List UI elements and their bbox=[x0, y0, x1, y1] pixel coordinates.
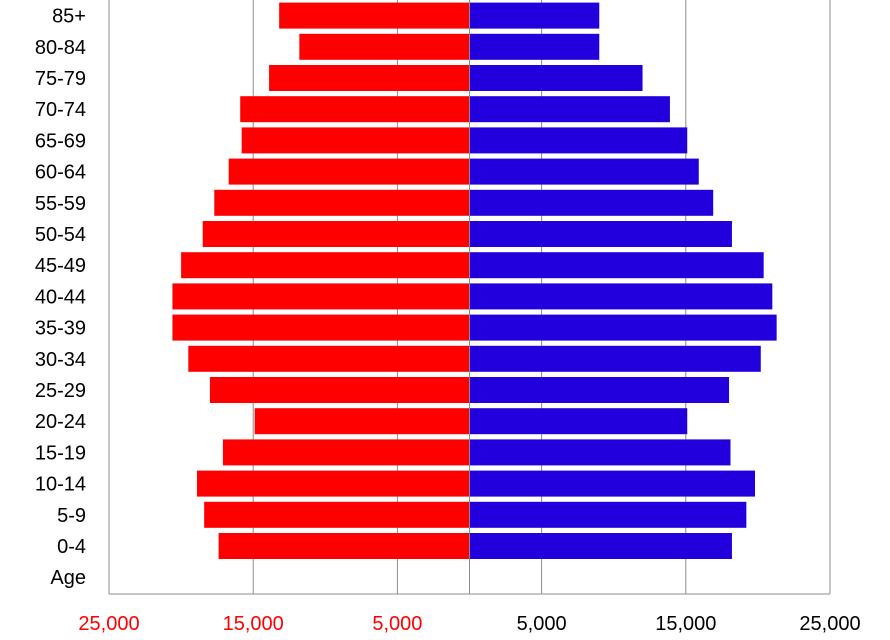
bar-left-30-34 bbox=[188, 345, 470, 372]
bar-left-0-4 bbox=[218, 533, 470, 559]
bar-right-35-39 bbox=[469, 314, 777, 341]
bar-left-75-79 bbox=[269, 65, 470, 91]
bar-left-65-69 bbox=[241, 127, 470, 154]
age-label-85+: 85+ bbox=[52, 6, 86, 28]
age-label-45-49: 45-49 bbox=[35, 255, 86, 277]
age-label-15-19: 15-19 bbox=[35, 442, 86, 464]
age-label-40-44: 40-44 bbox=[35, 286, 86, 308]
bar-left-35-39 bbox=[172, 314, 470, 341]
bar-left-70-74 bbox=[240, 96, 470, 123]
age-label-70-74: 70-74 bbox=[35, 99, 86, 121]
x-tick-label: 25,000 bbox=[78, 613, 139, 635]
bar-right-70-74 bbox=[469, 96, 670, 123]
bar-right-75-79 bbox=[469, 65, 643, 91]
bar-left-15-19 bbox=[222, 439, 470, 466]
bar-right-15-19 bbox=[469, 439, 731, 466]
bar-right-55-59 bbox=[469, 189, 714, 216]
bar-right-10-14 bbox=[469, 470, 756, 497]
age-label-35-39: 35-39 bbox=[35, 318, 86, 340]
bar-right-80-84 bbox=[469, 33, 600, 60]
axes bbox=[109, 0, 830, 595]
bar-right-40-44 bbox=[469, 283, 773, 310]
age-label-50-54: 50-54 bbox=[35, 224, 86, 246]
age-axis-title: Age bbox=[50, 567, 86, 589]
bar-left-10-14 bbox=[196, 470, 470, 497]
age-label-60-64: 60-64 bbox=[35, 162, 86, 184]
bar-left-60-64 bbox=[228, 158, 470, 185]
bars bbox=[172, 2, 777, 559]
bar-right-30-34 bbox=[469, 345, 761, 372]
bar-left-80-84 bbox=[299, 33, 470, 60]
bar-right-20-24 bbox=[469, 408, 688, 435]
x-tick-label: 5,000 bbox=[372, 613, 422, 635]
bar-right-0-4 bbox=[469, 533, 732, 559]
bar-right-25-29 bbox=[469, 377, 730, 403]
bar-left-85+ bbox=[279, 2, 470, 29]
age-label-10-14: 10-14 bbox=[35, 474, 86, 496]
age-labels: 0-4 5-9 10-14 15-19 20-24 25-29 30-34 35-39 40-4… bbox=[35, 6, 86, 590]
x-tick-labels: 25,000 15,000 5,000 5,000 15,000 25,000 bbox=[78, 613, 860, 635]
bar-left-45-49 bbox=[181, 252, 470, 279]
bar-right-45-49 bbox=[469, 252, 764, 279]
bar-right-60-64 bbox=[469, 158, 699, 185]
age-label-25-29: 25-29 bbox=[35, 380, 86, 402]
bar-left-20-24 bbox=[254, 408, 470, 435]
x-tick-label: 15,000 bbox=[655, 613, 716, 635]
age-label-5-9: 5-9 bbox=[57, 505, 86, 527]
x-tick-label: 5,000 bbox=[517, 613, 567, 635]
bar-left-5-9 bbox=[204, 501, 470, 528]
age-label-55-59: 55-59 bbox=[35, 193, 86, 215]
bar-left-50-54 bbox=[202, 221, 470, 247]
bar-right-85+ bbox=[469, 2, 600, 29]
bar-right-65-69 bbox=[469, 127, 688, 154]
age-label-20-24: 20-24 bbox=[35, 411, 86, 433]
age-label-65-69: 65-69 bbox=[35, 130, 86, 152]
age-label-30-34: 30-34 bbox=[35, 349, 86, 371]
x-tick-label: 25,000 bbox=[799, 613, 860, 635]
age-label-80-84: 80-84 bbox=[35, 37, 86, 59]
bar-left-25-29 bbox=[209, 377, 470, 403]
bar-left-55-59 bbox=[214, 189, 470, 216]
bar-left-40-44 bbox=[172, 283, 470, 310]
bar-right-5-9 bbox=[469, 501, 747, 528]
age-label-0-4: 0-4 bbox=[57, 536, 86, 558]
bar-right-50-54 bbox=[469, 221, 732, 247]
x-tick-label: 15,000 bbox=[223, 613, 284, 635]
age-label-75-79: 75-79 bbox=[35, 68, 86, 90]
